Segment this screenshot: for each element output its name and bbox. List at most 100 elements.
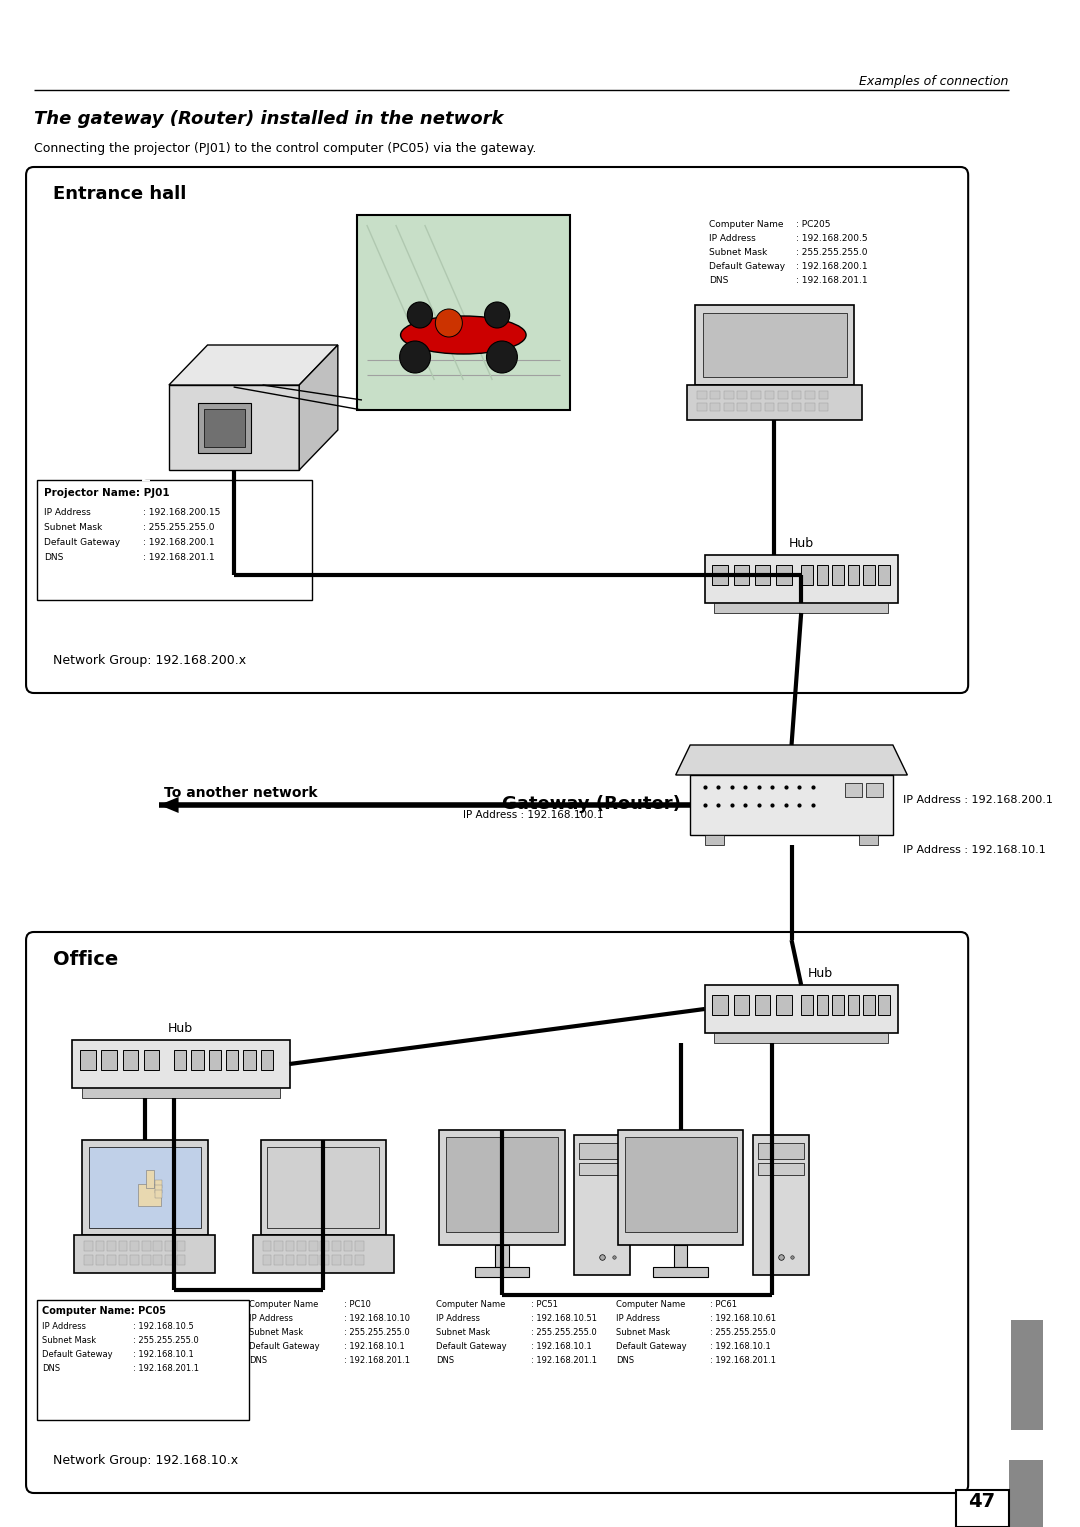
Bar — [89, 1147, 201, 1228]
Bar — [208, 1051, 221, 1070]
Bar — [653, 1267, 707, 1277]
Text: ENGLISH: ENGLISH — [141, 440, 151, 487]
Circle shape — [400, 341, 431, 373]
Text: IP Address : 192.168.100.1: IP Address : 192.168.100.1 — [463, 809, 604, 820]
Bar — [475, 1267, 529, 1277]
Bar — [711, 403, 720, 411]
Bar — [321, 1241, 329, 1251]
Bar — [204, 409, 245, 447]
Bar — [119, 1241, 127, 1251]
Bar — [878, 996, 890, 1015]
Text: Examples of connection: Examples of connection — [860, 75, 1009, 89]
Text: : PC61: : PC61 — [711, 1299, 738, 1309]
Text: : 255.255.255.0: : 255.255.255.0 — [796, 247, 868, 257]
Text: IP Address: IP Address — [616, 1315, 660, 1322]
Text: : 255.255.255.0: : 255.255.255.0 — [133, 1336, 199, 1345]
Bar — [156, 1180, 162, 1188]
Text: Hub: Hub — [788, 538, 813, 550]
Bar — [579, 1164, 625, 1174]
Bar — [778, 403, 787, 411]
Text: Subnet Mask: Subnet Mask — [436, 1328, 490, 1338]
Text: : 192.168.200.15: : 192.168.200.15 — [143, 508, 220, 518]
Text: : 192.168.10.1: : 192.168.10.1 — [133, 1350, 194, 1359]
Bar — [777, 565, 792, 585]
Text: Default Gateway: Default Gateway — [616, 1342, 687, 1351]
Bar — [191, 1051, 204, 1070]
Bar — [753, 1135, 809, 1275]
Bar — [778, 391, 787, 399]
Text: : PC10: : PC10 — [343, 1299, 370, 1309]
Text: DNS: DNS — [436, 1356, 455, 1365]
Text: DNS: DNS — [710, 276, 729, 286]
Bar — [102, 1051, 117, 1070]
Text: Network Group: 192.168.10.x: Network Group: 192.168.10.x — [53, 1454, 239, 1467]
Polygon shape — [299, 345, 338, 470]
Bar — [704, 835, 724, 844]
Bar — [297, 1241, 306, 1251]
Bar — [84, 1255, 93, 1264]
Text: Default Gateway: Default Gateway — [249, 1342, 320, 1351]
Bar — [496, 1245, 509, 1267]
Bar — [82, 1141, 207, 1235]
Text: Gateway (Router): Gateway (Router) — [501, 796, 680, 812]
Bar — [274, 1241, 283, 1251]
Text: Computer Name: PC05: Computer Name: PC05 — [42, 1306, 166, 1316]
Bar — [697, 403, 706, 411]
Bar — [733, 996, 750, 1015]
Text: IP Address : 192.168.200.1: IP Address : 192.168.200.1 — [903, 796, 1052, 805]
Bar — [355, 1241, 364, 1251]
Bar — [751, 391, 760, 399]
Bar — [309, 1255, 318, 1264]
Bar — [696, 305, 854, 385]
Polygon shape — [159, 797, 178, 812]
Bar — [243, 1051, 256, 1070]
Text: : 255.255.255.0: : 255.255.255.0 — [143, 524, 214, 531]
Bar — [724, 403, 733, 411]
Bar — [832, 565, 843, 585]
Bar — [332, 1241, 341, 1251]
Text: To another network: To another network — [164, 786, 318, 800]
Bar — [805, 403, 814, 411]
Bar — [37, 1299, 249, 1420]
Bar — [777, 996, 792, 1015]
Text: : 192.168.10.1: : 192.168.10.1 — [531, 1342, 592, 1351]
Bar — [805, 391, 814, 399]
Bar — [674, 1245, 687, 1267]
Bar — [755, 996, 770, 1015]
Bar — [332, 1255, 341, 1264]
Bar — [343, 1241, 352, 1251]
Bar — [80, 1051, 95, 1070]
Text: DNS: DNS — [42, 1364, 60, 1373]
Bar — [711, 391, 720, 399]
Bar — [123, 1051, 138, 1070]
Bar — [848, 565, 859, 585]
Text: Hub: Hub — [808, 967, 833, 980]
Bar — [713, 996, 728, 1015]
Text: Default Gateway: Default Gateway — [44, 538, 121, 547]
Bar — [792, 391, 801, 399]
Bar — [165, 1255, 174, 1264]
Bar — [260, 1051, 273, 1070]
Text: : 192.168.201.1: : 192.168.201.1 — [133, 1364, 199, 1373]
Bar — [153, 1255, 162, 1264]
Bar — [165, 1241, 174, 1251]
Bar — [816, 565, 828, 585]
Circle shape — [435, 308, 462, 337]
Bar — [690, 776, 893, 835]
Bar — [262, 1241, 271, 1251]
Bar — [107, 1255, 116, 1264]
Text: Computer Name: Computer Name — [710, 220, 784, 229]
Text: DNS: DNS — [44, 553, 64, 562]
Bar — [751, 403, 760, 411]
Text: : 255.255.255.0: : 255.255.255.0 — [343, 1328, 409, 1338]
Bar — [801, 565, 813, 585]
Bar — [440, 1130, 565, 1245]
Text: Subnet Mask: Subnet Mask — [42, 1336, 96, 1345]
Text: : 192.168.10.1: : 192.168.10.1 — [343, 1342, 404, 1351]
Text: : 192.168.201.1: : 192.168.201.1 — [531, 1356, 597, 1365]
Bar — [956, 1490, 1009, 1527]
Bar — [863, 565, 875, 585]
Text: Subnet Mask: Subnet Mask — [44, 524, 103, 531]
Bar — [297, 1255, 306, 1264]
Text: IP Address: IP Address — [710, 234, 756, 243]
